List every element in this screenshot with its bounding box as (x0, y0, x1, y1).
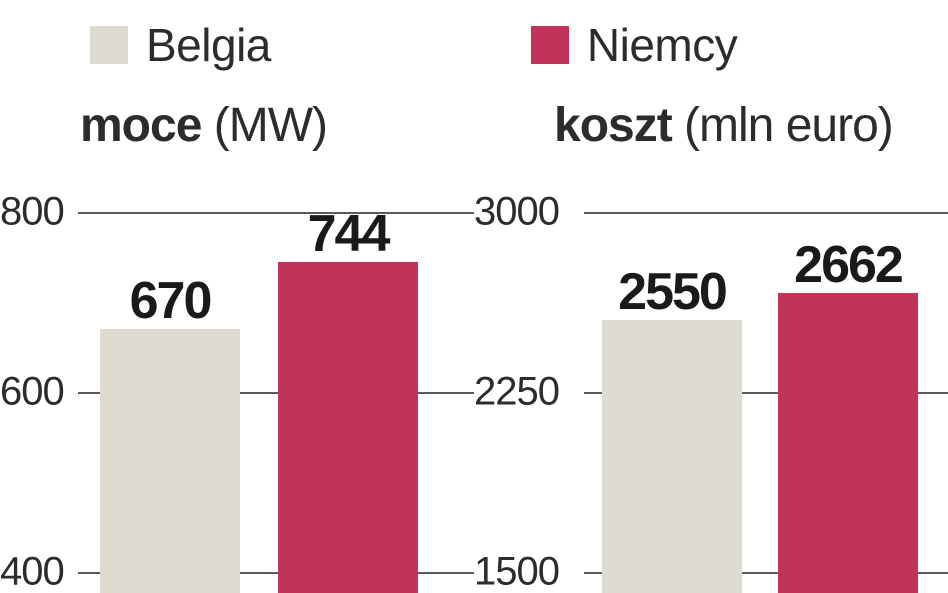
legend-label-niemcy: Niemcy (587, 18, 737, 72)
title-bold: koszt (554, 99, 672, 152)
legend: Belgia Niemcy (90, 18, 908, 72)
y-axis-label: 800 (0, 190, 70, 235)
legend-item-niemcy: Niemcy (531, 18, 737, 72)
panel-koszt: koszt (mln euro) 3000 2250 1500 2550 2662 (474, 86, 948, 593)
title-unit: (mln euro) (672, 99, 893, 152)
bar-value-label: 670 (130, 271, 211, 331)
bar (778, 293, 918, 593)
legend-item-belgia: Belgia (90, 18, 271, 72)
panel-title-koszt: koszt (mln euro) (554, 98, 893, 153)
legend-swatch-belgia (90, 26, 128, 64)
y-axis-label: 400 (0, 550, 70, 593)
y-axis-label: 3000 (474, 190, 576, 235)
legend-swatch-niemcy (531, 26, 569, 64)
y-axis-label: 600 (0, 370, 70, 415)
title-unit: (MW) (201, 99, 327, 152)
gridline (78, 212, 474, 214)
title-bold: moce (80, 99, 201, 152)
panel-title-moce: moce (MW) (80, 98, 327, 153)
bar (100, 329, 240, 593)
panels: moce (MW) 800 600 400 670 744 koszt (mln eur… (0, 86, 948, 593)
plot-koszt: 3000 2250 1500 2550 2662 (474, 182, 948, 593)
bar-value-label: 2550 (618, 262, 726, 322)
plot-moce: 800 600 400 670 744 (0, 182, 474, 593)
bar-value-label: 744 (308, 204, 389, 264)
bar (602, 320, 742, 593)
bar-value-label: 2662 (794, 235, 902, 295)
gridline (584, 212, 948, 214)
panel-moce: moce (MW) 800 600 400 670 744 (0, 86, 474, 593)
legend-label-belgia: Belgia (146, 18, 271, 72)
y-axis-label: 1500 (474, 550, 576, 593)
y-axis-label: 2250 (474, 370, 576, 415)
bar (278, 262, 418, 593)
